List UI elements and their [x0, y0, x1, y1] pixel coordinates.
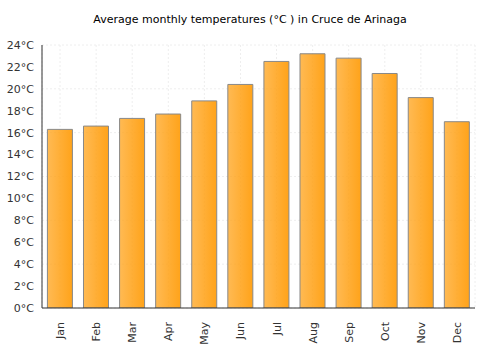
- svg-text:10°C: 10°C: [8, 192, 34, 205]
- svg-text:24°C: 24°C: [8, 39, 34, 52]
- svg-text:Jun: Jun: [234, 322, 247, 340]
- svg-text:12°C: 12°C: [8, 170, 34, 183]
- svg-text:May: May: [198, 322, 211, 345]
- svg-text:Jul: Jul: [271, 322, 284, 336]
- html-text:Average monthly temperatures (: Average monthly temperatures (°C ) in Cr…: [93, 13, 407, 26]
- svg-text:Aug: Aug: [307, 322, 320, 343]
- svg-text:6°C: 6°C: [14, 236, 34, 249]
- svg-text:4°C: 4°C: [14, 258, 34, 271]
- svg-text:Sep: Sep: [343, 322, 356, 343]
- svg-text:Mar: Mar: [126, 322, 139, 343]
- svg-text:Nov: Nov: [415, 322, 428, 344]
- svg-text:16°C: 16°C: [8, 127, 34, 140]
- svg-text:Jan: Jan: [54, 322, 67, 340]
- svg-text:22°C: 22°C: [8, 61, 34, 74]
- svg-text:14°C: 14°C: [8, 148, 34, 161]
- svg-text:8°C: 8°C: [14, 214, 34, 227]
- svg-text:Dec: Dec: [451, 322, 464, 343]
- svg-text:2°C: 2°C: [14, 280, 34, 293]
- svg-text:18°C: 18°C: [8, 105, 34, 118]
- svg-text:0°C: 0°C: [14, 302, 34, 315]
- svg-text:Oct: Oct: [379, 321, 392, 341]
- svg-text:Feb: Feb: [90, 322, 103, 341]
- svg-text:Apr: Apr: [162, 322, 175, 342]
- svg-text:20°C: 20°C: [8, 83, 34, 96]
